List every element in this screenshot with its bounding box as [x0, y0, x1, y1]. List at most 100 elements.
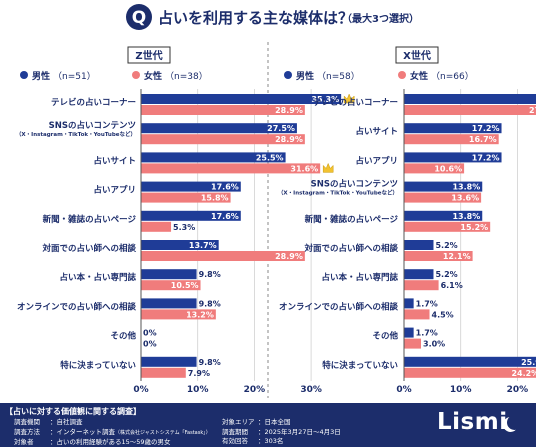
category-label: SNSの占いコンテンツ	[49, 120, 136, 131]
data-label: 6.1%	[441, 281, 463, 290]
bar	[404, 280, 439, 291]
data-label: 24.2%	[511, 369, 536, 378]
bar	[141, 298, 197, 309]
data-label: 17.2%	[472, 124, 500, 133]
data-label: 28.9%	[275, 252, 303, 261]
x-tick-label: 0%	[396, 385, 411, 395]
bar	[141, 210, 241, 221]
survey-count-row: 有効回答 ：303名	[222, 437, 341, 447]
bar	[404, 94, 536, 104]
bar	[404, 298, 414, 309]
panel-title: Z世代	[135, 49, 162, 62]
x-tick-label: 20%	[507, 385, 529, 395]
data-label: 17.6%	[211, 212, 239, 221]
survey-count-value: ：303名	[258, 437, 284, 445]
data-label: 0%	[143, 340, 157, 349]
category-label: 特に決まっていない	[60, 360, 136, 371]
data-label: 9.8%	[199, 358, 221, 367]
data-label: 10.6%	[434, 164, 462, 173]
data-label: 5.2%	[435, 270, 457, 279]
page-title: 占いを利用する主な媒体は？	[158, 9, 353, 27]
legend-marker	[398, 71, 406, 79]
bar	[141, 134, 305, 145]
data-label: 0%	[143, 329, 157, 338]
data-label: 27.5%	[267, 124, 295, 133]
survey-target-row: 対象者 ：占いの利用経験がある15～59歳の男女	[14, 438, 211, 448]
page-title-note: （最大3つ選択）	[342, 12, 419, 25]
survey-title: 【占いに対する価値観に関する調査】	[5, 407, 141, 416]
bar	[404, 240, 434, 250]
data-label: 4.5%	[432, 310, 454, 319]
category-label: テレビの占いコーナー	[51, 97, 136, 108]
category-label: オンラインでの占い師への相談	[279, 301, 399, 312]
survey-method-sub: （株式会社ジャストシステム「Fastask」）	[115, 429, 211, 436]
bar	[404, 163, 465, 174]
data-label: 16.7%	[469, 135, 497, 144]
bar	[404, 134, 499, 145]
category-sublabel: （X・Instagram・TikTok・YouTubeなど）	[278, 189, 398, 197]
category-label: 新聞・雑誌の占いページ	[43, 214, 137, 225]
survey-footer: 【占いに対する価値観に関する調査】 調査機関 ：自社調査 調査方法 ：インターネット…	[0, 403, 536, 447]
category-label: 占い本・占い専門誌	[321, 272, 398, 283]
data-label: 25.9%	[521, 358, 536, 367]
header: Q 占いを利用する主な媒体は？ （最大3つ選択）	[126, 4, 419, 30]
bar	[404, 152, 502, 163]
bar	[404, 251, 473, 261]
category-label: 特に決まっていない	[322, 360, 398, 371]
bar	[141, 251, 305, 261]
bar	[141, 123, 297, 134]
survey-period-value: ：2025年3月27日～4月3日	[258, 427, 341, 436]
data-label: 15.2%	[460, 223, 488, 232]
category-label: 占いアプリ	[93, 185, 136, 196]
category-label: 占いアプリ	[355, 155, 398, 166]
bar	[404, 123, 502, 134]
survey-target-key: 対象者	[14, 438, 34, 446]
category-label: オンラインでの占い師への相談	[17, 301, 137, 312]
q-letter: Q	[132, 8, 146, 28]
legend-label: 男性	[32, 70, 50, 82]
survey-period-row: 調査期間 ：2025年3月27日～4月3日	[222, 428, 341, 438]
legend-label: 女性	[144, 70, 162, 82]
bar	[141, 280, 201, 291]
data-label: 13.2%	[186, 310, 214, 319]
data-label: 7.9%	[188, 369, 210, 378]
legend-n: （n=51）	[53, 71, 96, 82]
x-tick-label: 10%	[450, 385, 472, 395]
panel-title: X世代	[403, 49, 431, 62]
data-label: 35.3%	[311, 95, 339, 104]
bar	[141, 94, 342, 104]
bar	[404, 327, 414, 338]
x-tick-label: 10%	[187, 385, 209, 395]
crescent-moon-icon	[507, 415, 522, 430]
legend-n: （n=66）	[431, 71, 474, 82]
data-label: 17.6%	[211, 183, 239, 192]
survey-count-key: 有効回答	[222, 437, 248, 445]
legend-n: （n=58）	[317, 71, 360, 82]
data-label: 10.5%	[171, 281, 199, 290]
data-label: 28.9%	[275, 106, 303, 115]
data-label: 1.7%	[416, 299, 438, 308]
category-label: SNSの占いコンテンツ	[311, 179, 398, 190]
bar	[404, 309, 430, 320]
data-label: 3.0%	[423, 340, 445, 349]
legend-marker	[284, 71, 292, 79]
data-label: 12.1%	[443, 252, 471, 261]
bar	[404, 105, 536, 115]
survey-org-row: 調査機関 ：自社調査	[14, 418, 211, 428]
bar	[404, 338, 422, 349]
category-label: 新聞・雑誌の占いページ	[305, 214, 399, 225]
legend-label: 男性	[296, 70, 314, 82]
survey-method-row: 調査方法 ：インターネット調査（株式会社ジャストシステム「Fastask」）	[14, 428, 211, 439]
category-label: その他	[110, 331, 136, 342]
bar	[404, 356, 536, 367]
survey-method-value: ：インターネット調査	[50, 427, 115, 436]
data-label: 13.8%	[452, 183, 480, 192]
x-tick-label: 0%	[133, 385, 148, 395]
category-label: 対面での占い師への相談	[303, 243, 398, 254]
survey-org-key: 調査機関	[14, 418, 40, 426]
crown-icon	[343, 93, 355, 104]
bar	[404, 221, 491, 232]
